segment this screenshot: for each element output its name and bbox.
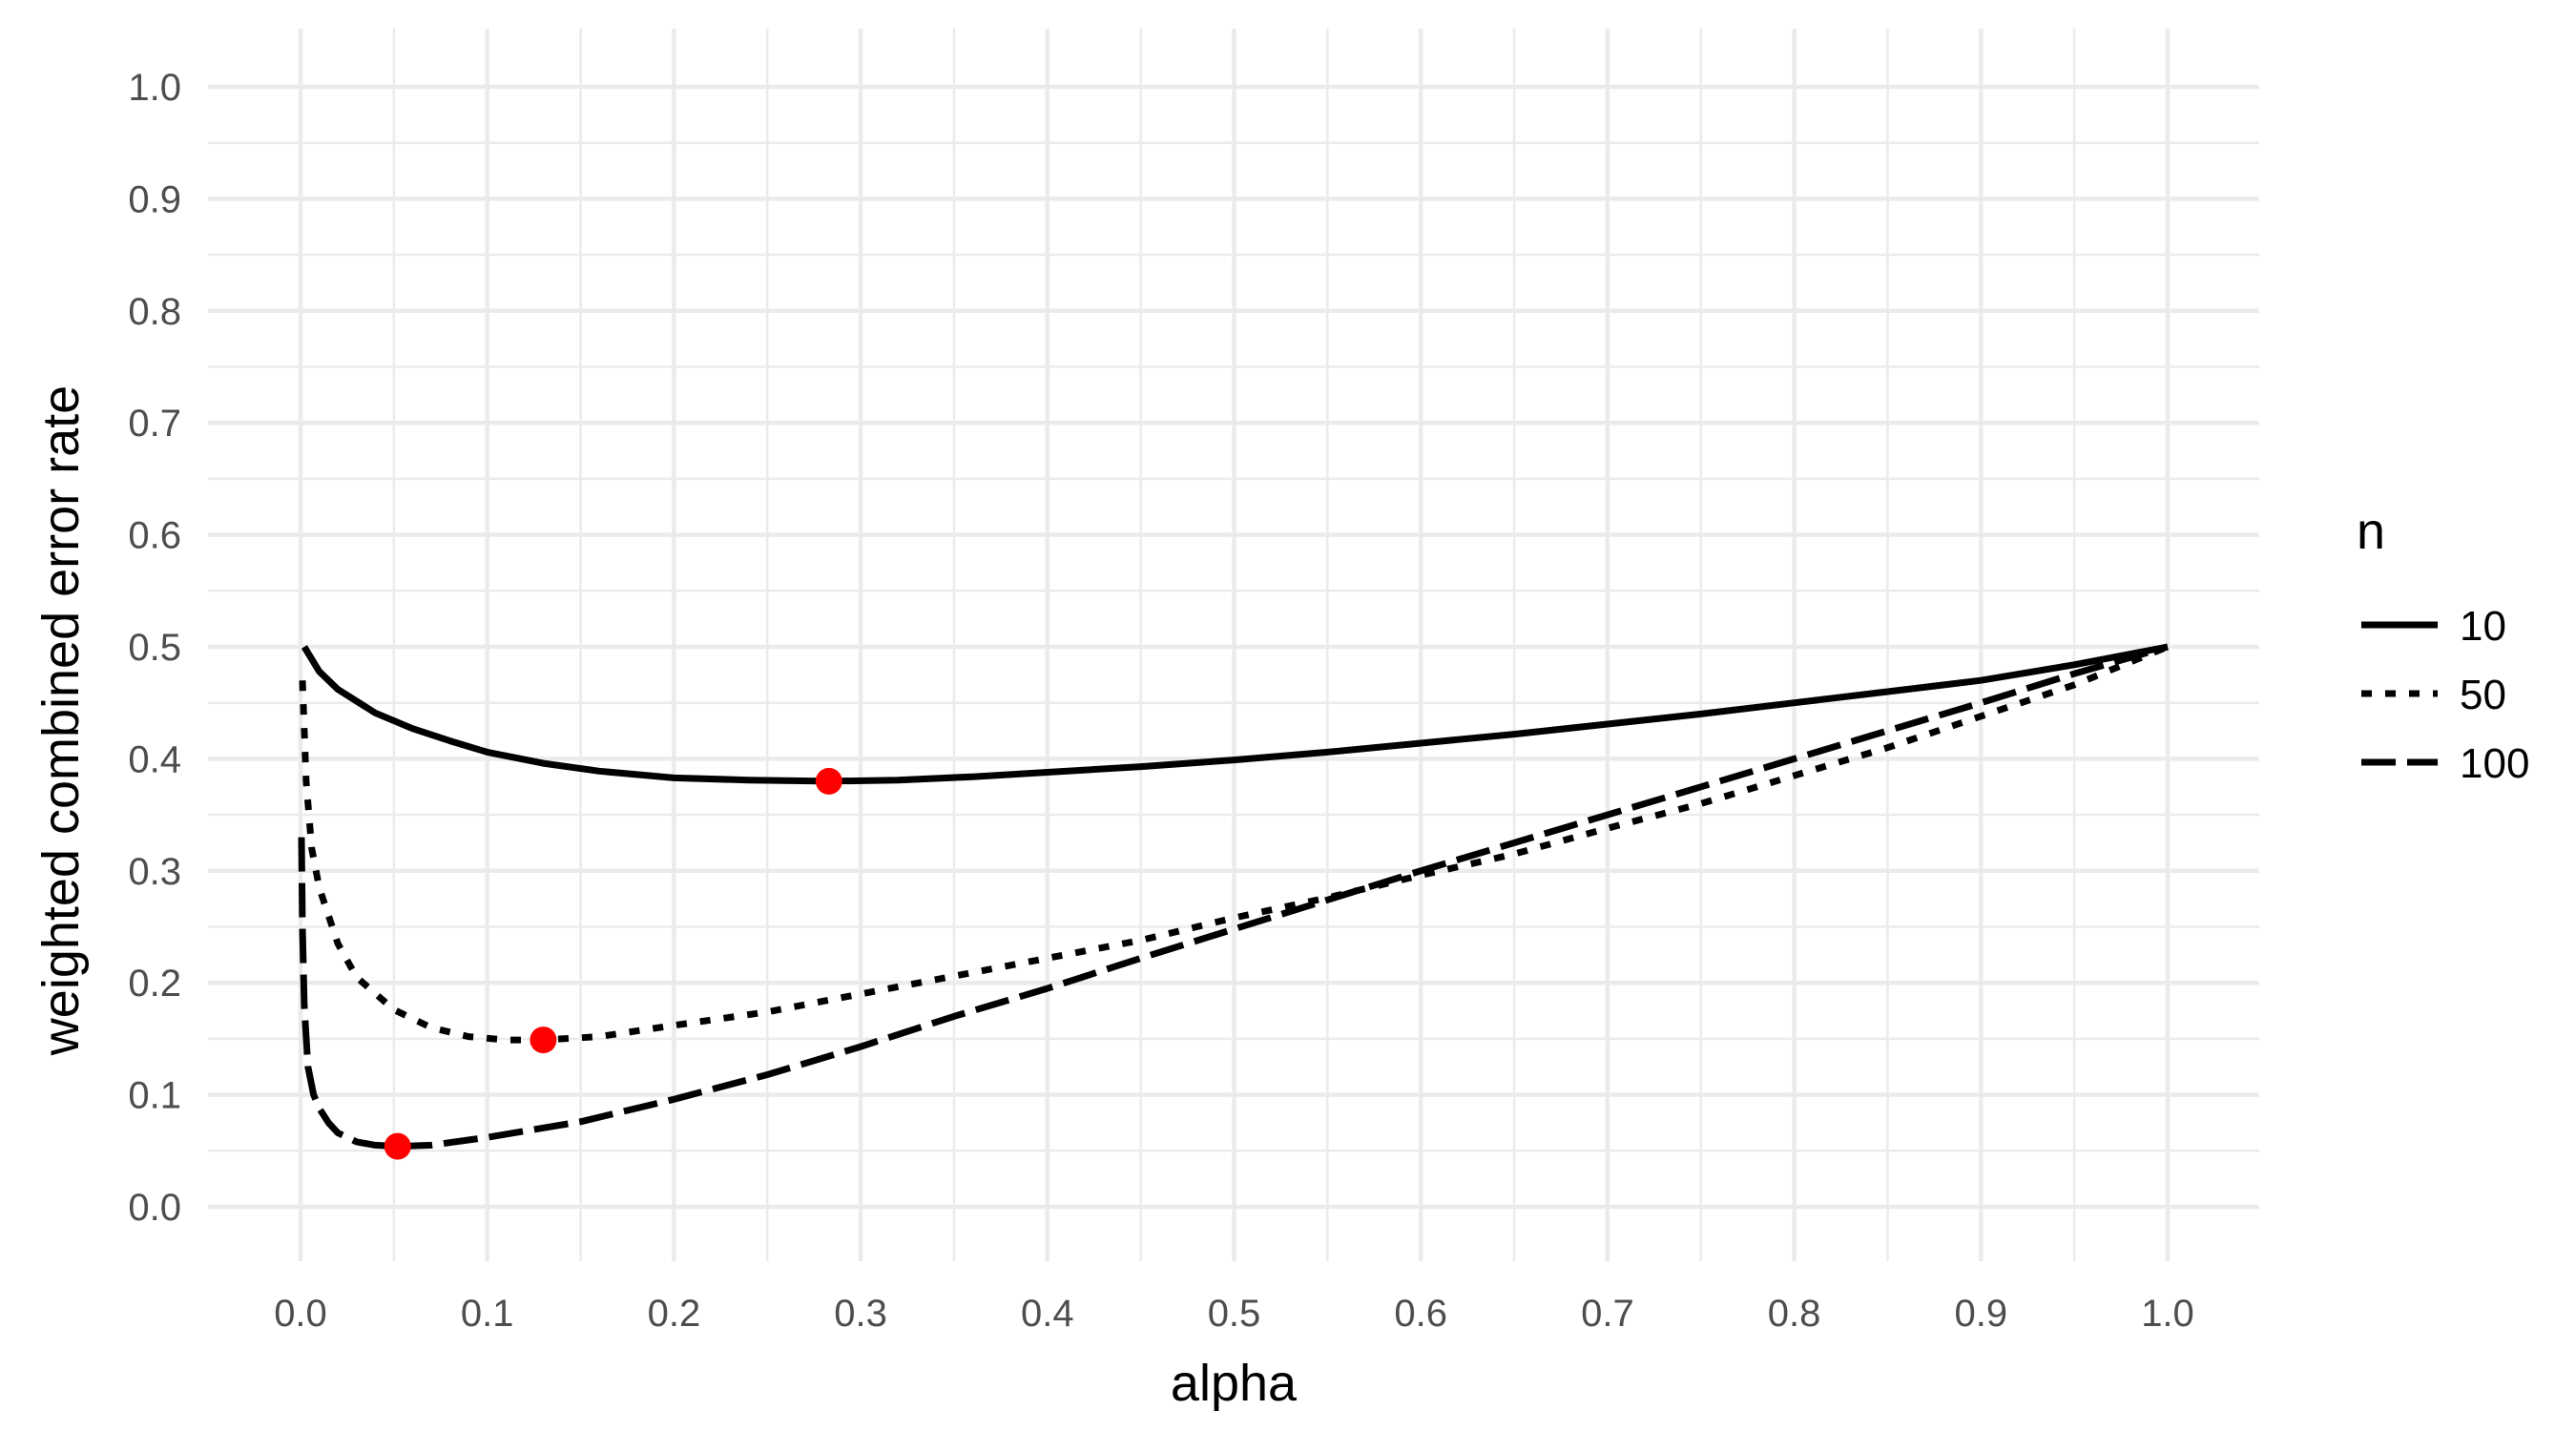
minimum-point-n100 bbox=[384, 1132, 411, 1160]
y-tick-label: 0.0 bbox=[128, 1187, 181, 1229]
x-tick-label: 0.5 bbox=[1208, 1293, 1261, 1335]
series-line-n50 bbox=[299, 643, 2170, 1044]
legend-title: n bbox=[2357, 503, 2385, 560]
series-line-n100 bbox=[298, 643, 2169, 1151]
y-tick-label: 0.4 bbox=[128, 738, 181, 780]
y-tick-label: 0.8 bbox=[128, 291, 181, 333]
y-axis-ticks: 0.0 0.1 0.2 0.3 0.4 0.5 0.6 0.7 0.8 0.9 1.0 bbox=[128, 67, 181, 1229]
x-tick-label: 0.6 bbox=[1394, 1293, 1447, 1335]
major-gridlines bbox=[208, 29, 2259, 1261]
y-tick-label: 0.7 bbox=[128, 403, 181, 445]
legend-label-n100: 100 bbox=[2460, 740, 2529, 787]
x-tick-label: 0.1 bbox=[461, 1293, 514, 1335]
x-tick-label: 0.0 bbox=[274, 1293, 327, 1335]
minimum-points bbox=[384, 767, 842, 1160]
x-tick-label: 0.2 bbox=[648, 1293, 701, 1335]
y-tick-label: 0.9 bbox=[128, 178, 181, 220]
legend: n 10 50 100 bbox=[2357, 503, 2529, 787]
legend-label-n10: 10 bbox=[2460, 603, 2506, 650]
x-tick-label: 0.3 bbox=[834, 1293, 887, 1335]
series-lines bbox=[298, 643, 2170, 1151]
x-tick-label: 0.9 bbox=[1954, 1293, 2007, 1335]
y-tick-label: 0.6 bbox=[128, 515, 181, 557]
series-line-n10 bbox=[301, 643, 2169, 785]
y-tick-label: 0.3 bbox=[128, 851, 181, 893]
minimum-point-n50 bbox=[530, 1027, 557, 1054]
x-tick-label: 0.4 bbox=[1021, 1293, 1074, 1335]
y-tick-label: 0.5 bbox=[128, 627, 181, 669]
x-tick-label: 0.8 bbox=[1768, 1293, 1821, 1335]
y-tick-label: 0.1 bbox=[128, 1075, 181, 1117]
legend-label-n50: 50 bbox=[2460, 672, 2506, 718]
y-tick-label: 1.0 bbox=[128, 67, 181, 109]
x-tick-label: 1.0 bbox=[2141, 1293, 2194, 1335]
x-axis-ticks: 0.0 0.1 0.2 0.3 0.4 0.5 0.6 0.7 0.8 0.9 1.0 bbox=[274, 1293, 2194, 1335]
x-tick-label: 0.7 bbox=[1581, 1293, 1634, 1335]
y-tick-label: 0.2 bbox=[128, 963, 181, 1005]
y-axis-title: weighted combined error rate bbox=[32, 385, 90, 1056]
x-axis-title: alpha bbox=[1171, 1355, 1298, 1412]
minimum-point-n10 bbox=[815, 767, 842, 795]
